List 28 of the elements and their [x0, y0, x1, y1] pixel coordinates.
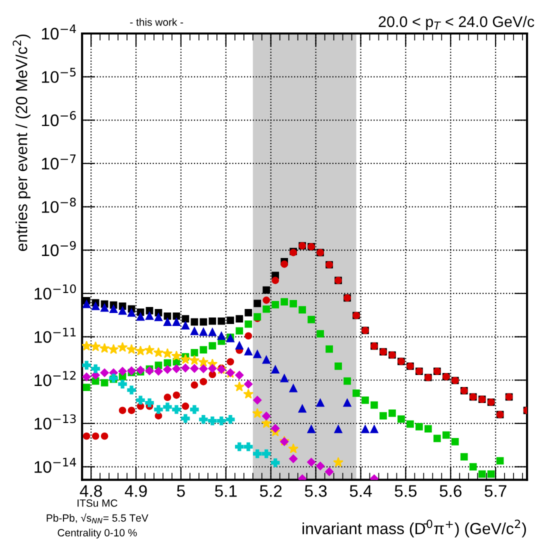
x-axis-title: invariant mass (D̄$^{0}$π$^{+}$) (GeV/c$^{2}$) — [302, 520, 526, 538]
y-tick-label: 10$^{−12}$ — [34, 370, 76, 386]
text: - this work - — [130, 18, 184, 26]
y-tick-label: 10$^{−7}$ — [42, 154, 76, 170]
y-tick-label: 10$^{−10}$ — [34, 284, 76, 300]
y-tick-label: 10$^{−6}$ — [42, 111, 76, 126]
x-tick-label: 5.6 — [440, 485, 462, 497]
text: 20.0 < p$_{T}$ < 24.0 GeV/c — [378, 16, 534, 30]
y-tick-label: 10$^{−9}$ — [42, 241, 76, 256]
text: Centrality 0-10 % — [58, 528, 137, 538]
text: ITSu MC — [78, 499, 118, 507]
y-tick-label: 10$^{−4}$ — [42, 24, 76, 40]
y-axis-title: entries per event / (20 MeV/c$^{2}$) — [12, 34, 30, 251]
x-tick-label: 5.4 — [350, 485, 372, 497]
y-tick-label: 10$^{−14}$ — [34, 458, 76, 473]
x-tick-label: 5.3 — [304, 485, 327, 497]
y-tick-label: 10$^{−8}$ — [42, 198, 76, 213]
y-tick-label: 10$^{−11}$ — [34, 328, 76, 343]
x-tick-label: 5.7 — [484, 485, 506, 497]
x-tick-label: 5.2 — [260, 485, 282, 497]
x-tick-label: 4.9 — [124, 485, 147, 497]
text: Pb-Pb, √s$_{NN}$= 5.5 TeV — [46, 513, 148, 524]
x-tick-label: 4.8 — [80, 485, 102, 497]
x-tick-label: 5.1 — [214, 485, 237, 497]
x-tick-label: 5.5 — [394, 485, 417, 497]
x-tick-label: 5 — [176, 485, 185, 497]
y-tick-label: 10$^{−13}$ — [34, 414, 76, 430]
y-tick-label: 10$^{−5}$ — [42, 68, 76, 83]
